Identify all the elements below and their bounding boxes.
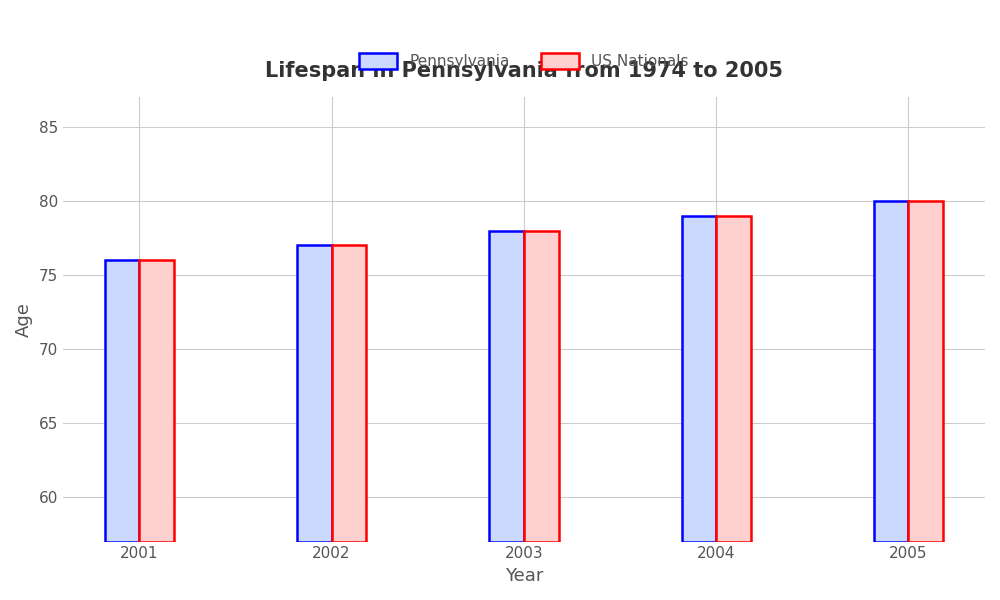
- Bar: [105, 260, 139, 542]
- Bar: [716, 216, 751, 542]
- X-axis label: Year: Year: [505, 567, 543, 585]
- Bar: [908, 201, 943, 542]
- Y-axis label: Age: Age: [15, 302, 33, 337]
- Bar: [139, 260, 174, 542]
- Bar: [332, 245, 366, 542]
- Legend: Pennsylvania, US Nationals: Pennsylvania, US Nationals: [353, 47, 695, 76]
- Bar: [524, 230, 559, 542]
- Bar: [297, 245, 332, 542]
- Bar: [682, 216, 716, 542]
- Bar: [874, 201, 908, 542]
- Bar: [489, 230, 524, 542]
- Title: Lifespan in Pennsylvania from 1974 to 2005: Lifespan in Pennsylvania from 1974 to 20…: [265, 61, 783, 80]
